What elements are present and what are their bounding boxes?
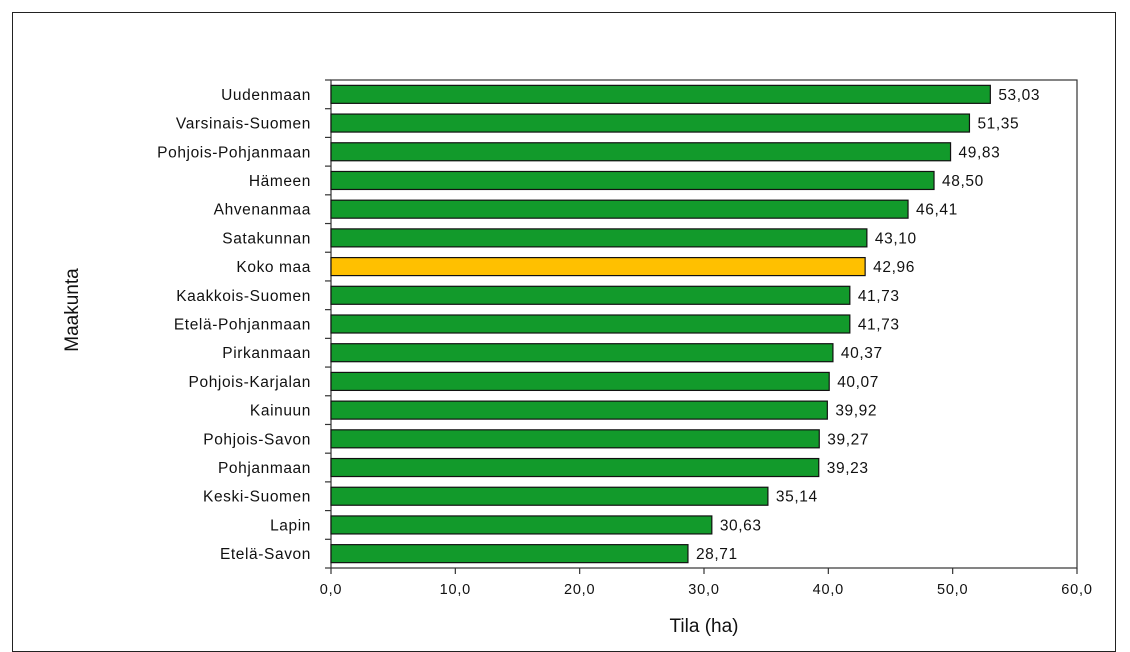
plot-area: 0,0 10,0 20,0 30,0 40,0 50,0 60,0 Uudenmaan 53,0… [157,79,1092,598]
category-label: Keski-Suomen [203,489,311,506]
x-tick-label: 60,0 [1061,582,1092,598]
value-label: 39,27 [827,431,869,448]
category-label: Pirkanmaan [222,345,311,362]
bar [330,228,868,248]
category-label: Varsinais-Suomen [176,116,311,133]
bar [330,343,834,363]
bar [330,486,769,506]
category-label: Lapin [270,517,311,534]
value-label: 43,10 [875,230,917,247]
bar [330,84,991,104]
value-label: 49,83 [959,144,1001,161]
x-tick-label: 40,0 [813,582,844,598]
bar [330,113,971,133]
value-label: 40,37 [841,345,883,362]
y-axis-title: Maakunta [62,268,83,352]
bar [330,429,820,449]
value-label: 35,14 [776,489,818,506]
bar [330,314,851,334]
x-tick-label: 0,0 [320,582,343,598]
bar [330,400,828,420]
bar [330,170,935,191]
bar [330,199,909,219]
bar [330,457,820,478]
x-axis-title: Tila (ha) [670,616,739,637]
category-label: Uudenmaan [221,87,311,104]
category-label: Pohjois-Pohjanmaan [157,144,311,161]
value-label: 46,41 [916,202,958,219]
category-label: Ahvenanmaa [214,202,311,219]
value-label: 42,96 [873,259,915,276]
value-label: 40,07 [837,374,879,391]
category-label: Pohjois-Karjalan [189,374,311,391]
value-label: 48,50 [942,173,984,190]
bar [330,285,851,305]
category-label: Pohjois-Savon [203,431,311,448]
bar [330,544,689,564]
value-label: 30,63 [720,517,762,534]
category-label: Kainuun [250,403,311,420]
category-label: Etelä-Savon [220,546,311,563]
category-label: Pohjanmaan [218,460,311,477]
x-tick-label: 10,0 [440,582,471,598]
value-label: 39,23 [827,460,869,477]
category-label: Satakunnan [222,230,311,247]
bar [330,142,952,162]
value-label: 41,73 [858,288,900,305]
value-label: 41,73 [858,317,900,334]
x-tick-label: 20,0 [564,582,595,598]
x-tick-label: 30,0 [688,582,719,598]
value-label: 51,35 [977,116,1019,133]
value-label: 53,03 [998,87,1040,104]
category-label: Koko maa [236,259,311,276]
category-label: Hämeen [249,173,311,190]
value-label: 39,92 [835,403,877,420]
bar [330,515,713,535]
category-label: Etelä-Pohjanmaan [174,317,311,334]
category-label: Kaakkois-Suomen [176,288,311,305]
x-tick-label: 50,0 [937,582,968,598]
value-label: 28,71 [696,546,738,563]
bar [330,256,866,277]
bar [330,371,830,392]
